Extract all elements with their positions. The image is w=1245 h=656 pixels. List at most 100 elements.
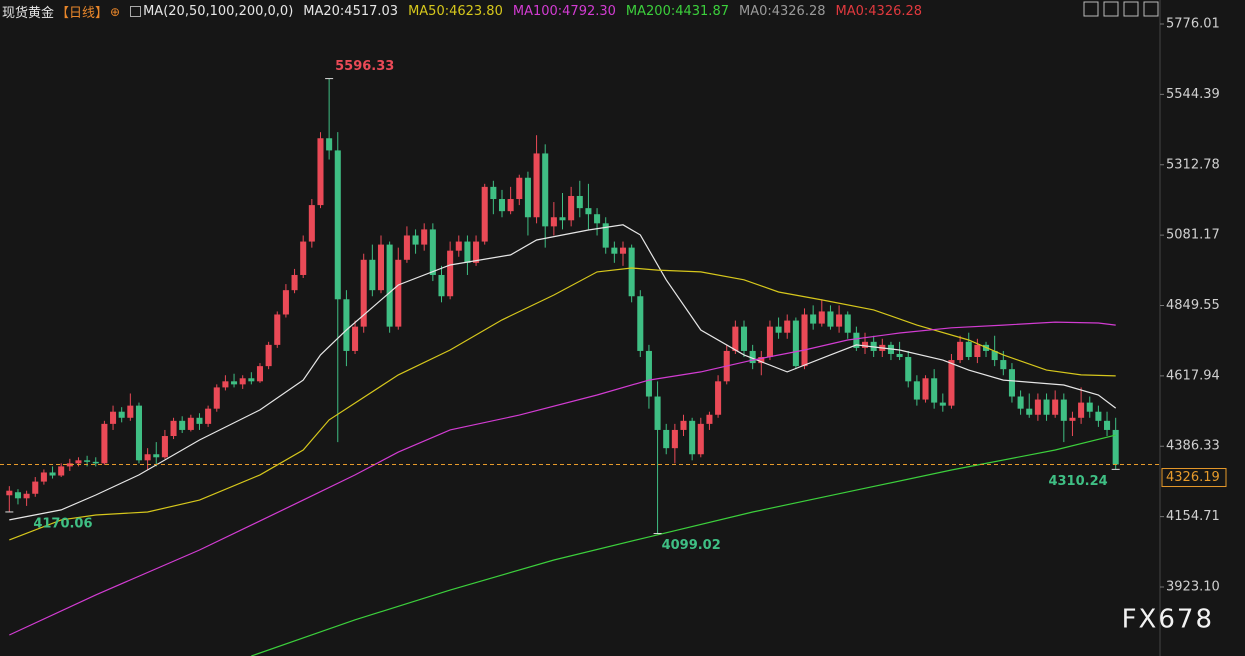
tool-icon[interactable] <box>1103 1 1119 17</box>
candle-body <box>524 177 531 218</box>
candle-body <box>663 429 670 449</box>
candle-body <box>1069 417 1076 421</box>
watermark: FX678 <box>1122 605 1214 635</box>
candle-body <box>516 177 523 200</box>
candle-body <box>957 341 964 361</box>
candle-body <box>334 150 341 300</box>
candle-body <box>507 199 514 212</box>
candle-body <box>196 417 203 424</box>
candle-body <box>861 341 869 348</box>
candle-body <box>922 378 929 400</box>
candle-body <box>689 420 696 455</box>
candle-body <box>991 350 998 361</box>
candle-body <box>550 217 557 227</box>
candles <box>6 78 1119 534</box>
candle-body <box>775 326 782 333</box>
candle-body <box>836 314 843 327</box>
candle-body <box>144 454 151 461</box>
extreme-label: 4099.02 <box>662 538 721 553</box>
candle-body <box>576 195 583 209</box>
candle-body <box>291 274 298 291</box>
candle-body <box>498 199 506 212</box>
candle-body <box>110 411 117 424</box>
candle-body <box>464 241 471 263</box>
candle-body <box>1104 420 1111 430</box>
candle-body <box>481 186 488 242</box>
y-tick-label: 5081.17 <box>1166 228 1220 243</box>
candle-body <box>490 186 497 200</box>
candle-body <box>135 405 142 461</box>
header: 现货黄金 【日线】 ⊕ MA(20,50,100,200,0,0) MA20:4… <box>2 2 922 21</box>
candle-body <box>585 208 592 215</box>
candle-body <box>1060 399 1067 421</box>
candle-body <box>931 378 938 403</box>
candle-body <box>239 378 246 385</box>
toolbar-icons[interactable] <box>1083 1 1159 17</box>
candle-body <box>343 299 350 351</box>
tool-icon[interactable] <box>1083 1 1099 17</box>
candle-body <box>827 311 834 327</box>
candle-body <box>853 332 860 348</box>
candle-body <box>1086 402 1093 412</box>
candle-body <box>905 357 912 382</box>
candle-body <box>965 341 972 358</box>
candle-body <box>274 314 281 345</box>
candle-body <box>844 314 851 333</box>
indicator: MA(20,50,100,200,0,0) <box>143 4 294 19</box>
candle-body <box>317 138 324 206</box>
candle-body <box>1095 411 1102 421</box>
candle-body <box>697 423 704 455</box>
indicator-icon[interactable] <box>130 6 142 17</box>
candle-body <box>170 420 177 437</box>
legend-entry: MA200:4431.87 <box>625 4 729 19</box>
tool-icon[interactable] <box>1143 1 1159 17</box>
y-tick-label: 4617.94 <box>1166 368 1220 383</box>
candle-body <box>680 420 687 430</box>
candle-body <box>421 229 428 245</box>
candle-body <box>654 396 661 430</box>
candle-body <box>231 381 238 385</box>
candle-body <box>447 250 454 297</box>
indicator-group: MA(20,50,100,200,0,0) <box>130 4 293 19</box>
candle-body <box>360 259 367 327</box>
last-price-label: 4326.19 <box>1166 470 1220 485</box>
period[interactable]: 【日线】 <box>56 6 109 21</box>
tool-icon[interactable] <box>1123 1 1139 17</box>
candle-body <box>1026 408 1033 415</box>
legend-entry: MA0:4326.28 <box>738 4 826 19</box>
candle-body <box>974 344 981 358</box>
candle-body <box>533 153 540 218</box>
toggle-icon[interactable]: ⊕ <box>110 4 121 19</box>
candle-body <box>1052 399 1059 415</box>
candle-body <box>792 320 799 367</box>
y-tick-label: 4386.33 <box>1166 439 1220 454</box>
legend-entry: MA50:4623.80 <box>408 4 503 19</box>
ma-line <box>251 434 1116 656</box>
candle-body <box>896 353 903 358</box>
candle-body <box>92 461 99 464</box>
ma-line <box>9 321 1116 636</box>
candle-body <box>308 205 315 242</box>
candle-body <box>1000 360 1007 370</box>
extreme-label: 4310.24 <box>1048 474 1107 489</box>
candle-body <box>637 296 644 351</box>
candle-body <box>758 357 765 364</box>
candle-body <box>602 223 609 248</box>
y-tick-label: 5312.78 <box>1166 157 1220 172</box>
candle-body <box>265 344 272 367</box>
candle-body <box>58 466 65 476</box>
candle-body <box>1043 399 1050 415</box>
candle-body <box>645 350 652 397</box>
candle-body <box>559 217 566 221</box>
candle-body <box>784 320 791 333</box>
candle-body <box>256 366 264 382</box>
candle-body <box>326 138 333 151</box>
candle-body <box>23 493 30 499</box>
candle-body <box>40 472 47 482</box>
candle-body <box>766 326 773 358</box>
candle-body <box>248 378 255 382</box>
candle-body <box>187 417 194 430</box>
candle-body <box>706 414 713 424</box>
